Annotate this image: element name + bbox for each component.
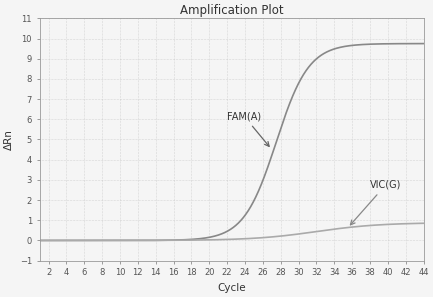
Text: VIC(G): VIC(G) xyxy=(350,180,401,225)
Text: FAM(A): FAM(A) xyxy=(227,111,269,146)
X-axis label: Cycle: Cycle xyxy=(217,283,246,293)
Title: Amplification Plot: Amplification Plot xyxy=(180,4,284,17)
Y-axis label: ΔRn: ΔRn xyxy=(4,129,14,150)
